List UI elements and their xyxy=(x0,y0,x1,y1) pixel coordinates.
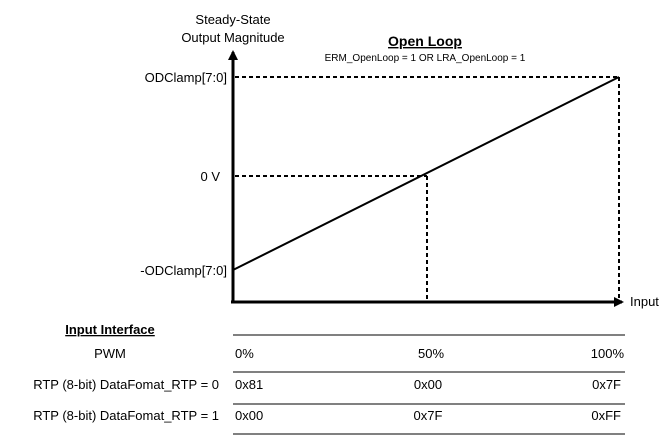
row-label-rtp-format0: RTP (8-bit) DataFomat_RTP = 0 xyxy=(33,377,219,392)
row-label-rtp-format1: RTP (8-bit) DataFomat_RTP = 1 xyxy=(33,408,219,423)
rtp0-value-min: 0x81 xyxy=(235,377,263,392)
rtp1-value-max: 0xFF xyxy=(591,408,621,423)
y-tick-odclamp-min: -ODClamp[7:0] xyxy=(140,263,227,278)
transfer-line xyxy=(232,76,620,271)
rtp0-value-mid: 0x00 xyxy=(414,377,442,392)
y-axis-label-line1: Steady-State xyxy=(195,12,270,27)
y-tick-odclamp-max: ODClamp[7:0] xyxy=(145,70,227,85)
chart-subtitle: ERM_OpenLoop = 1 OR LRA_OpenLoop = 1 xyxy=(325,53,526,64)
rtp1-value-mid: 0x7F xyxy=(414,408,443,423)
input-interface-heading: Input Interface xyxy=(65,322,155,337)
row-label-pwm: PWM xyxy=(94,346,126,361)
pwm-value-100: 100% xyxy=(591,346,625,361)
pwm-value-50: 50% xyxy=(418,346,444,361)
chart-title: Open Loop xyxy=(388,33,462,49)
y-axis-label-line2: Output Magnitude xyxy=(181,30,284,45)
rtp1-value-min: 0x00 xyxy=(235,408,263,423)
y-tick-zero: 0 V xyxy=(200,169,220,184)
x-axis-label: Input xyxy=(630,294,659,309)
pwm-value-0: 0% xyxy=(235,346,254,361)
rtp0-value-max: 0x7F xyxy=(592,377,621,392)
